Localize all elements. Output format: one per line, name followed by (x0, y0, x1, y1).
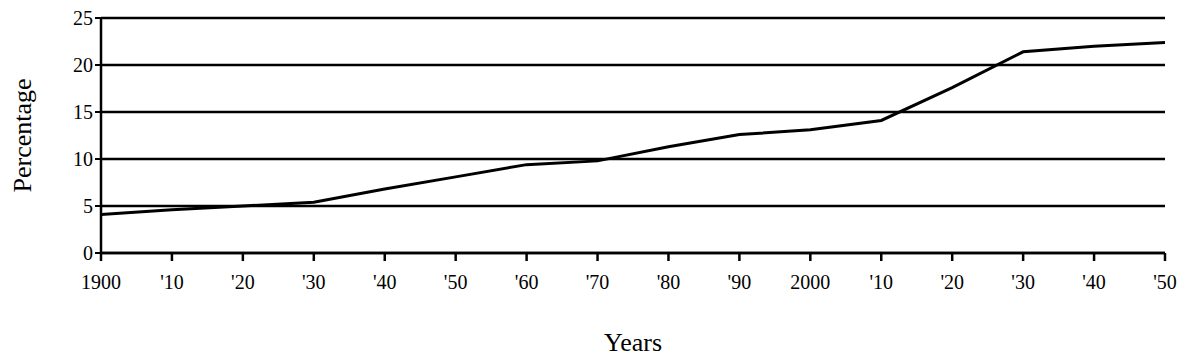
svg-text:'10: '10 (160, 271, 184, 293)
svg-text:'70: '70 (586, 271, 610, 293)
svg-text:'80: '80 (657, 271, 681, 293)
svg-text:Percentage: Percentage (8, 78, 37, 192)
svg-text:'50: '50 (1153, 271, 1177, 293)
svg-text:1900: 1900 (81, 271, 121, 293)
svg-text:'40: '40 (1082, 271, 1106, 293)
svg-text:'10: '10 (869, 271, 893, 293)
svg-text:15: 15 (73, 101, 93, 123)
svg-text:5: 5 (83, 195, 93, 217)
svg-text:0: 0 (83, 242, 93, 264)
svg-text:25: 25 (73, 8, 93, 29)
svg-text:'20: '20 (231, 271, 255, 293)
svg-text:2000: 2000 (790, 271, 830, 293)
svg-text:20: 20 (73, 54, 93, 76)
svg-text:'30: '30 (302, 271, 326, 293)
svg-text:Years: Years (604, 328, 662, 353)
svg-text:'40: '40 (373, 271, 397, 293)
svg-text:'60: '60 (515, 271, 539, 293)
svg-text:'20: '20 (940, 271, 964, 293)
svg-text:'50: '50 (444, 271, 468, 293)
svg-text:'30: '30 (1011, 271, 1035, 293)
svg-text:'90: '90 (728, 271, 752, 293)
svg-text:10: 10 (73, 148, 93, 170)
